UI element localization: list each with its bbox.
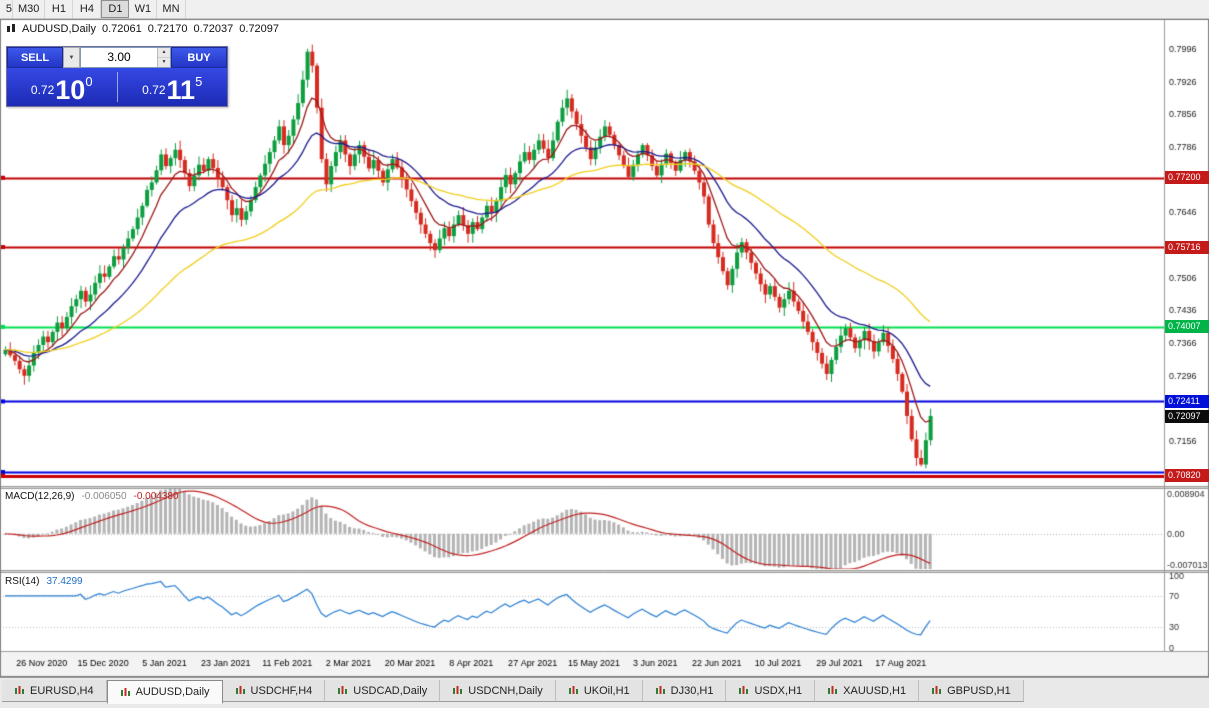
candlestick-icon xyxy=(6,24,16,34)
timeframe-button-h4[interactable]: H4 xyxy=(73,0,102,18)
tab-label: GBPUSD,H1 xyxy=(947,684,1011,697)
volume-spinner: ▲ ▼ xyxy=(157,48,170,67)
tab-label: USDCAD,Daily xyxy=(353,684,428,697)
high-value: 0.72170 xyxy=(147,23,188,35)
buy-price-pips: 11 xyxy=(166,75,196,105)
buy-price-display[interactable]: 0.72 11 5 xyxy=(118,68,228,106)
chart-icon xyxy=(452,685,463,696)
tab-usdcad-daily[interactable]: USDCAD,Daily xyxy=(325,680,441,702)
chart-icon xyxy=(120,687,131,698)
tab-audusd-daily[interactable]: AUDUSD,Daily xyxy=(106,680,223,704)
timeframe-button-mn[interactable]: MN xyxy=(157,0,186,18)
chart-icon xyxy=(14,685,25,696)
chart-icon xyxy=(568,685,579,696)
chart-icon xyxy=(827,685,838,696)
timeframe-button-m30[interactable]: M30 xyxy=(13,0,46,18)
price-divider xyxy=(116,72,118,102)
rsi-indicator-label: RSI(14) 37.4299 xyxy=(5,576,83,587)
chart-ohlc-header: AUDUSD,Daily 0.72061 0.72170 0.72037 0.7… xyxy=(6,23,279,35)
caret-down-icon: ▼ xyxy=(68,54,75,61)
one-click-trading-panel: SELL ▼ 3.00 ▲ ▼ BUY 0.72 10 0 xyxy=(6,46,228,107)
tab-usdchf-h4[interactable]: USDCHF,H4 xyxy=(222,680,326,702)
trade-panel-prices: 0.72 10 0 0.72 11 5 xyxy=(7,68,227,106)
timeframe-button-w1[interactable]: W1 xyxy=(129,0,158,18)
volume-value: 3.00 xyxy=(107,50,131,64)
open-value: 0.72061 xyxy=(101,23,142,35)
tab-eurusd-h4[interactable]: EURUSD,H4 xyxy=(2,680,107,702)
buy-button[interactable]: BUY xyxy=(171,47,227,68)
tab-label: USDCHF,H4 xyxy=(250,684,313,697)
buy-price-base: 0.72 xyxy=(142,83,166,97)
symbol-name: AUDUSD,Daily xyxy=(22,23,96,35)
tab-xauusd-h1[interactable]: XAUUSD,H1 xyxy=(815,680,920,702)
rsi-value: 37.4299 xyxy=(46,576,83,587)
tab-ukoil-h1[interactable]: UKOil,H1 xyxy=(555,680,643,702)
tab-label: EURUSD,H4 xyxy=(30,684,94,697)
tab-label: XAUUSD,H1 xyxy=(843,684,907,697)
tab-label: UKOil,H1 xyxy=(583,684,630,697)
timeframe-button-5[interactable]: 5 xyxy=(0,0,13,18)
volume-increase-button[interactable]: ▲ xyxy=(158,48,170,58)
macd-indicator-label: MACD(12,26,9) -0.006050 -0.004380 xyxy=(5,491,179,502)
volume-field[interactable]: 3.00 ▲ ▼ xyxy=(80,47,171,68)
tab-gbpusd-h1[interactable]: GBPUSD,H1 xyxy=(919,680,1024,702)
tab-dj30-h1[interactable]: DJ30,H1 xyxy=(642,680,727,702)
timeframe-toolbar: 5 M30 H1 H4 D1 W1 MN xyxy=(0,0,1209,19)
buy-price-point: 5 xyxy=(195,74,203,89)
chart-icon xyxy=(337,685,348,696)
trade-panel-controls: SELL ▼ 3.00 ▲ ▼ BUY xyxy=(7,47,227,68)
sell-button[interactable]: SELL xyxy=(7,47,63,68)
low-value: 0.72037 xyxy=(193,23,234,35)
chart-tab-bar: EURUSD,H4 AUDUSD,Daily USDCHF,H4 USDCAD,Dai… xyxy=(0,677,1209,708)
macd-name: MACD(12,26,9) xyxy=(5,491,75,502)
chart-icon xyxy=(931,685,942,696)
tab-label: USDCNH,Daily xyxy=(468,684,543,697)
rsi-name: RSI(14) xyxy=(5,576,40,587)
volume-decrease-button[interactable]: ▼ xyxy=(158,58,170,67)
tab-usdcnh-daily[interactable]: USDCNH,Daily xyxy=(440,680,556,702)
chart-icon xyxy=(738,685,749,696)
tab-label: USDX,H1 xyxy=(754,684,803,697)
tab-label: DJ30,H1 xyxy=(670,684,714,697)
timeframe-button-h1[interactable]: H1 xyxy=(45,0,74,18)
tab-usdx-h1[interactable]: USDX,H1 xyxy=(726,680,816,702)
macd-main-value: -0.006050 xyxy=(81,491,127,502)
sell-price-point: 0 xyxy=(85,74,93,89)
chart-icon xyxy=(655,685,666,696)
close-value: 0.72097 xyxy=(239,23,280,35)
chart-icon xyxy=(235,685,246,696)
sell-price-display[interactable]: 0.72 10 0 xyxy=(7,68,117,106)
sell-price-base: 0.72 xyxy=(30,83,55,97)
price-chart-canvas[interactable] xyxy=(0,19,1209,677)
tab-label: AUDUSD,Daily xyxy=(135,686,210,698)
macd-signal-value: -0.004380 xyxy=(133,491,179,502)
sell-price-pips: 10 xyxy=(55,75,86,105)
volume-dropdown-button[interactable]: ▼ xyxy=(63,47,80,68)
chart-area: AUDUSD,Daily 0.72061 0.72170 0.72037 0.7… xyxy=(0,19,1209,677)
timeframe-button-d1[interactable]: D1 xyxy=(101,0,130,18)
